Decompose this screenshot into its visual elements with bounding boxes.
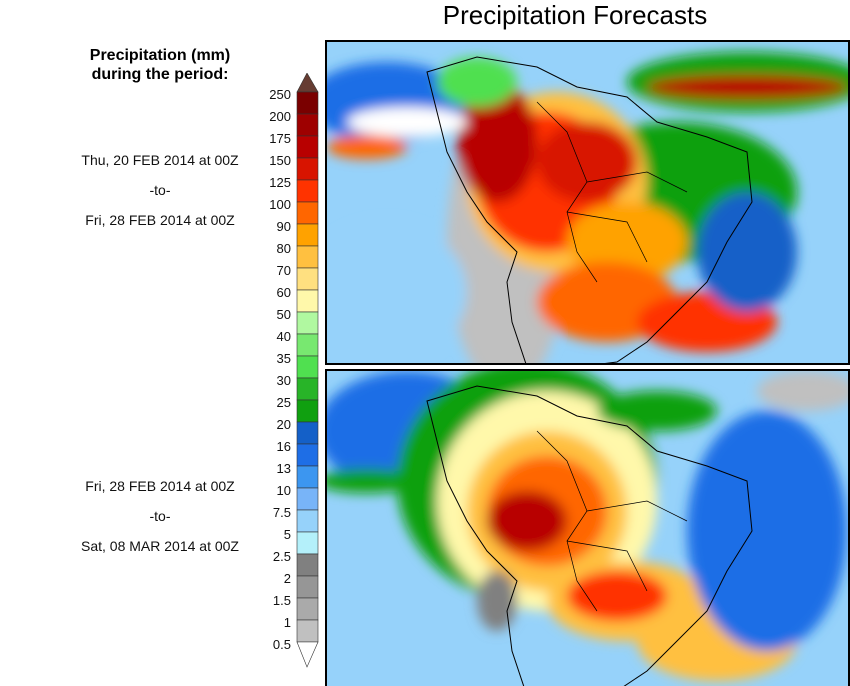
precip-area [457,82,537,202]
colorbar-tick-label: 90 [276,219,291,234]
period1-end: Fri, 28 FEB 2014 at 00Z [85,212,235,228]
colorbar-segment [296,223,319,247]
precip-area [647,75,847,99]
precip-area [327,135,407,159]
colorbar-segment [296,575,319,599]
colorbar-segment [296,553,319,577]
colorbar-segment [296,619,319,643]
colorbar-segment [296,399,319,423]
period1-start: Thu, 20 FEB 2014 at 00Z [81,152,239,168]
precip-area [687,411,847,651]
colorbar-tick-label: 50 [276,307,291,322]
period2-end: Sat, 08 MAR 2014 at 00Z [81,538,239,554]
precip-area [347,107,467,137]
map-period-2 [325,369,850,686]
colorbar-tick-label: 100 [269,197,291,212]
colorbar-segment [296,509,319,533]
colorbar-tick-label: 250 [269,87,291,102]
colorbar-segment [296,333,319,357]
legend-title-line2: during the period: [91,66,229,83]
colorbar-tick-label: 125 [269,175,291,190]
colorbar-tick-label: 25 [276,395,291,410]
colorbar-tick-label: 1 [283,615,291,630]
precip-area [757,371,848,411]
colorbar [296,73,319,668]
colorbar-tick-label: 10 [276,483,291,498]
legend-title-line1: Precipitation (mm) [89,47,231,64]
page-title: Precipitation Forecasts [442,0,708,30]
period2-start: Fri, 28 FEB 2014 at 00Z [85,478,235,494]
precip-area [487,491,567,551]
colorbar-segment [296,487,319,511]
colorbar-under-triangle [296,641,319,668]
map-period-1 [325,40,850,365]
precip-area [567,202,687,282]
colorbar-segment [296,113,319,137]
period2-sep: -to- [149,508,171,524]
colorbar-tick-label: 80 [276,241,291,256]
colorbar-segment [296,355,319,379]
colorbar-segment [296,245,319,269]
colorbar-tick-label: 20 [276,417,291,432]
colorbar-tick-label: 7.5 [272,505,291,520]
colorbar-segment [296,443,319,467]
colorbar-segment [296,465,319,489]
colorbar-segment [296,311,319,335]
colorbar-segment [296,597,319,621]
colorbar-tick-label: 200 [269,109,291,124]
colorbar-tick-label: 70 [276,263,291,278]
colorbar-tick-label: 2.5 [272,549,291,564]
colorbar-segment [296,289,319,313]
precip-area [567,571,667,621]
colorbar-segment [296,91,319,115]
colorbar-segment [296,157,319,181]
colorbar-tick-label: 0.5 [272,637,291,652]
colorbar-tick-label: 60 [276,285,291,300]
precip-area [537,122,637,202]
precip-area [327,222,467,362]
colorbar-over-triangle [296,73,319,93]
precip-area [437,57,517,107]
colorbar-tick-label: 175 [269,131,291,146]
colorbar-tick-label: 150 [269,153,291,168]
colorbar-tick-label: 1.5 [272,593,291,608]
colorbar-tick-label: 13 [276,461,291,476]
coastline [426,385,753,686]
colorbar-segment [296,201,319,225]
colorbar-segment [296,267,319,291]
colorbar-tick-label: 2 [283,571,291,586]
period1-sep: -to- [149,182,171,198]
legend-title: Precipitation (mm) during the period: [40,46,280,84]
colorbar-tick-label: 30 [276,373,291,388]
precip-area [477,571,517,631]
colorbar-segment [296,377,319,401]
colorbar-tick-label: 5 [283,527,291,542]
precip-area [327,469,417,493]
colorbar-tick-label: 16 [276,439,291,454]
colorbar-segment [296,135,319,159]
colorbar-tick-label: 40 [276,329,291,344]
country-borders [536,101,688,283]
coastline [426,56,753,363]
colorbar-tick-label: 35 [276,351,291,366]
precip-area [697,192,797,312]
colorbar-segment [296,531,319,555]
colorbar-segment [296,179,319,203]
precip-area [597,391,717,431]
country-borders [536,430,688,612]
colorbar-segment [296,421,319,445]
